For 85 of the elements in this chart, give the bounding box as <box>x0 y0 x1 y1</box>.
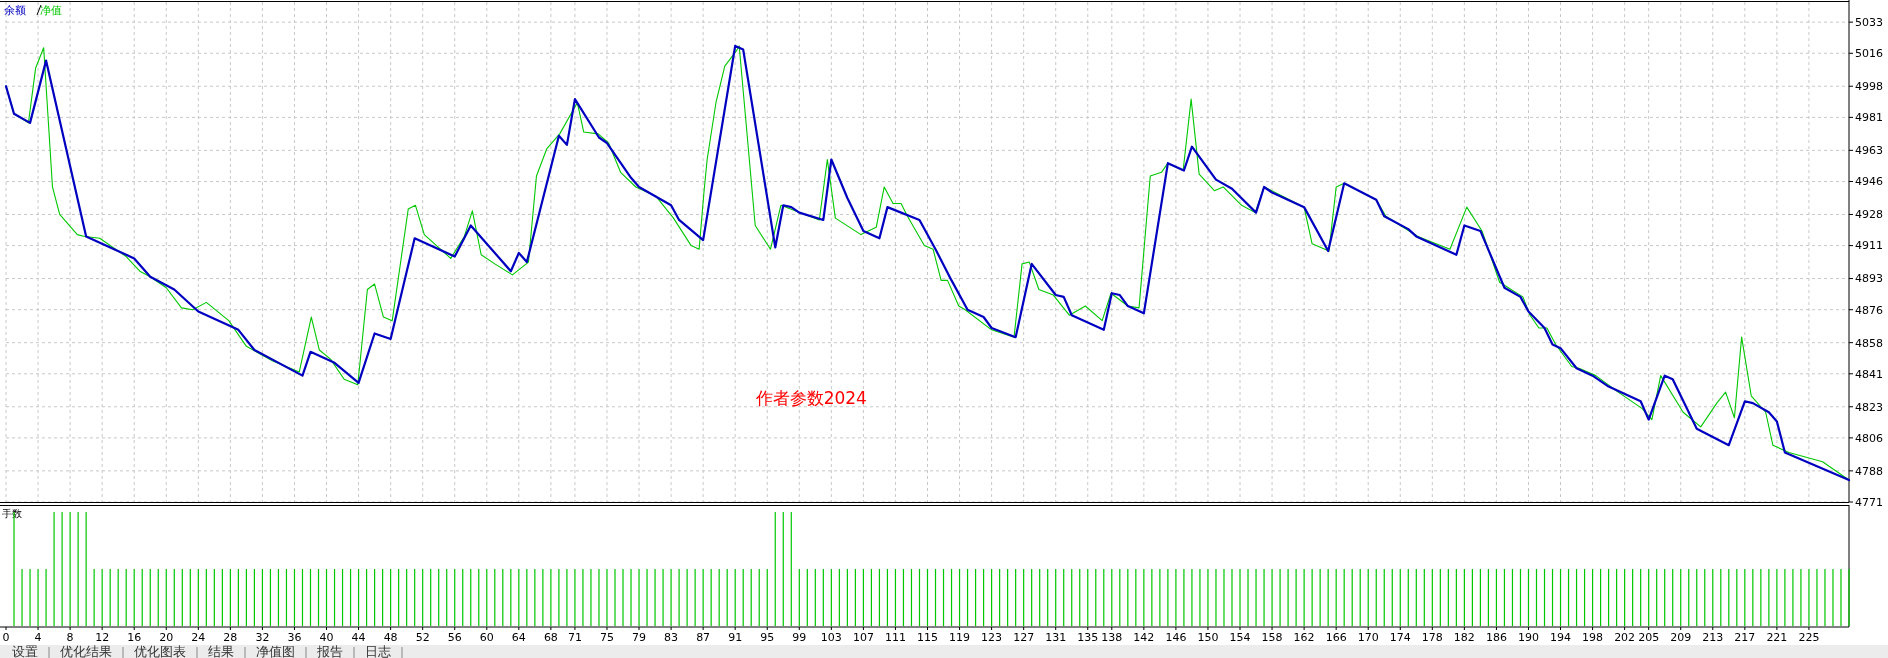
text: 优化图表 <box>134 644 186 658</box>
x-tick-label: 150 <box>1197 631 1219 644</box>
y-tick-label: 5033 <box>1855 16 1883 29</box>
x-tick-label: 135 <box>1077 631 1099 644</box>
x-tick-label: 158 <box>1261 631 1283 644</box>
x-tick-label: 60 <box>479 631 494 644</box>
y-tick-label: 4788 <box>1855 464 1883 478</box>
text: 净值图 <box>256 644 295 658</box>
x-tick-label: 178 <box>1421 631 1443 644</box>
x-tick-label: 190 <box>1517 631 1539 644</box>
x-tick-label: 87 <box>696 631 711 644</box>
x-tick-label: 154 <box>1229 631 1251 644</box>
x-tick-label: 166 <box>1325 631 1347 644</box>
x-tick-label: 56 <box>447 631 462 644</box>
text: 报告 <box>316 644 343 658</box>
text: 优化结果 <box>60 644 112 658</box>
y-tick-label: 4963 <box>1855 144 1883 158</box>
chart-title: 手数 <box>2 508 22 519</box>
x-tick-label: 225 <box>1798 631 1820 644</box>
x-tick-label: 103 <box>820 631 842 644</box>
x-tick-label: 16 <box>127 631 142 644</box>
x-tick-label: 119 <box>949 631 971 644</box>
annotation: 作者参数2024 <box>754 388 867 408</box>
x-tick-label: 52 <box>415 631 430 644</box>
x-tick-label: 36 <box>287 631 302 644</box>
x-tick-label: 138 <box>1101 631 1123 644</box>
x-tick-label: 83 <box>664 631 679 644</box>
x-tick-label: 217 <box>1734 631 1756 644</box>
x-tick-label: 32 <box>255 631 270 644</box>
x-tick-label: 123 <box>981 631 1003 644</box>
x-tick-label: 186 <box>1485 631 1507 644</box>
x-tick-label: 202 <box>1614 631 1636 644</box>
y-tick-label: 4841 <box>1855 367 1883 381</box>
y-tick-label: 4946 <box>1855 175 1883 189</box>
text: 设置 <box>12 644 38 658</box>
text: 净值 <box>40 4 62 17</box>
x-tick-label: 209 <box>1670 631 1692 644</box>
y-tick-label: 4876 <box>1855 303 1883 317</box>
y-tick-label: 4998 <box>1855 80 1883 94</box>
x-tick-label: 24 <box>191 631 206 644</box>
y-tick-label: 4771 <box>1855 495 1883 509</box>
x-tick-label: 127 <box>1013 631 1035 644</box>
x-tick-label: 107 <box>852 631 874 644</box>
x-tick-label: 95 <box>760 631 775 644</box>
x-tick-label: 20 <box>159 631 174 644</box>
x-tick-label: 194 <box>1550 631 1572 644</box>
y-tick-label: 4823 <box>1855 400 1883 414</box>
x-tick-label: 44 <box>351 631 366 644</box>
x-tick-label: 28 <box>223 631 238 644</box>
x-tick-label: 142 <box>1133 631 1155 644</box>
x-tick-label: 8 <box>66 631 74 644</box>
y-tick-label: 4981 <box>1855 111 1883 125</box>
y-tick-label: 4806 <box>1855 431 1883 445</box>
x-tick-label: 12 <box>95 631 110 644</box>
x-tick-label: 99 <box>792 631 807 644</box>
x-tick-label: 213 <box>1702 631 1724 644</box>
x-tick-label: 79 <box>632 631 647 644</box>
x-tick-label: 174 <box>1389 631 1411 644</box>
x-tick-label: 111 <box>884 631 906 644</box>
x-tick-label: 4 <box>34 631 42 644</box>
x-tick-label: 221 <box>1766 631 1788 644</box>
x-tick-label: 48 <box>383 631 398 644</box>
y-tick-label: 5016 <box>1855 47 1883 61</box>
y-tick-label: 4858 <box>1855 336 1883 350</box>
x-tick-label: 198 <box>1582 631 1604 644</box>
y-tick-label: 4928 <box>1855 208 1883 222</box>
x-tick-label: 146 <box>1165 631 1187 644</box>
y-tick-label: 4911 <box>1855 239 1883 253</box>
x-tick-label: 205 <box>1638 631 1660 644</box>
x-tick-label: 131 <box>1045 631 1067 644</box>
text: 结果 <box>208 644 234 658</box>
x-tick-label: 162 <box>1293 631 1315 644</box>
text: 日志 <box>365 644 391 658</box>
x-tick-label: 71 <box>567 631 582 644</box>
x-tick-label: 68 <box>543 631 558 644</box>
y-tick-label: 4893 <box>1855 272 1883 286</box>
x-tick-label: 170 <box>1357 631 1379 644</box>
x-tick-label: 0 <box>2 631 10 644</box>
x-tick-label: 64 <box>511 631 526 644</box>
x-tick-label: 75 <box>599 631 614 644</box>
text: 余额 <box>4 4 26 17</box>
x-tick-label: 91 <box>728 631 743 644</box>
x-tick-label: 40 <box>319 631 334 644</box>
x-tick-label: 115 <box>917 631 938 644</box>
x-tick-label: 182 <box>1453 631 1475 644</box>
